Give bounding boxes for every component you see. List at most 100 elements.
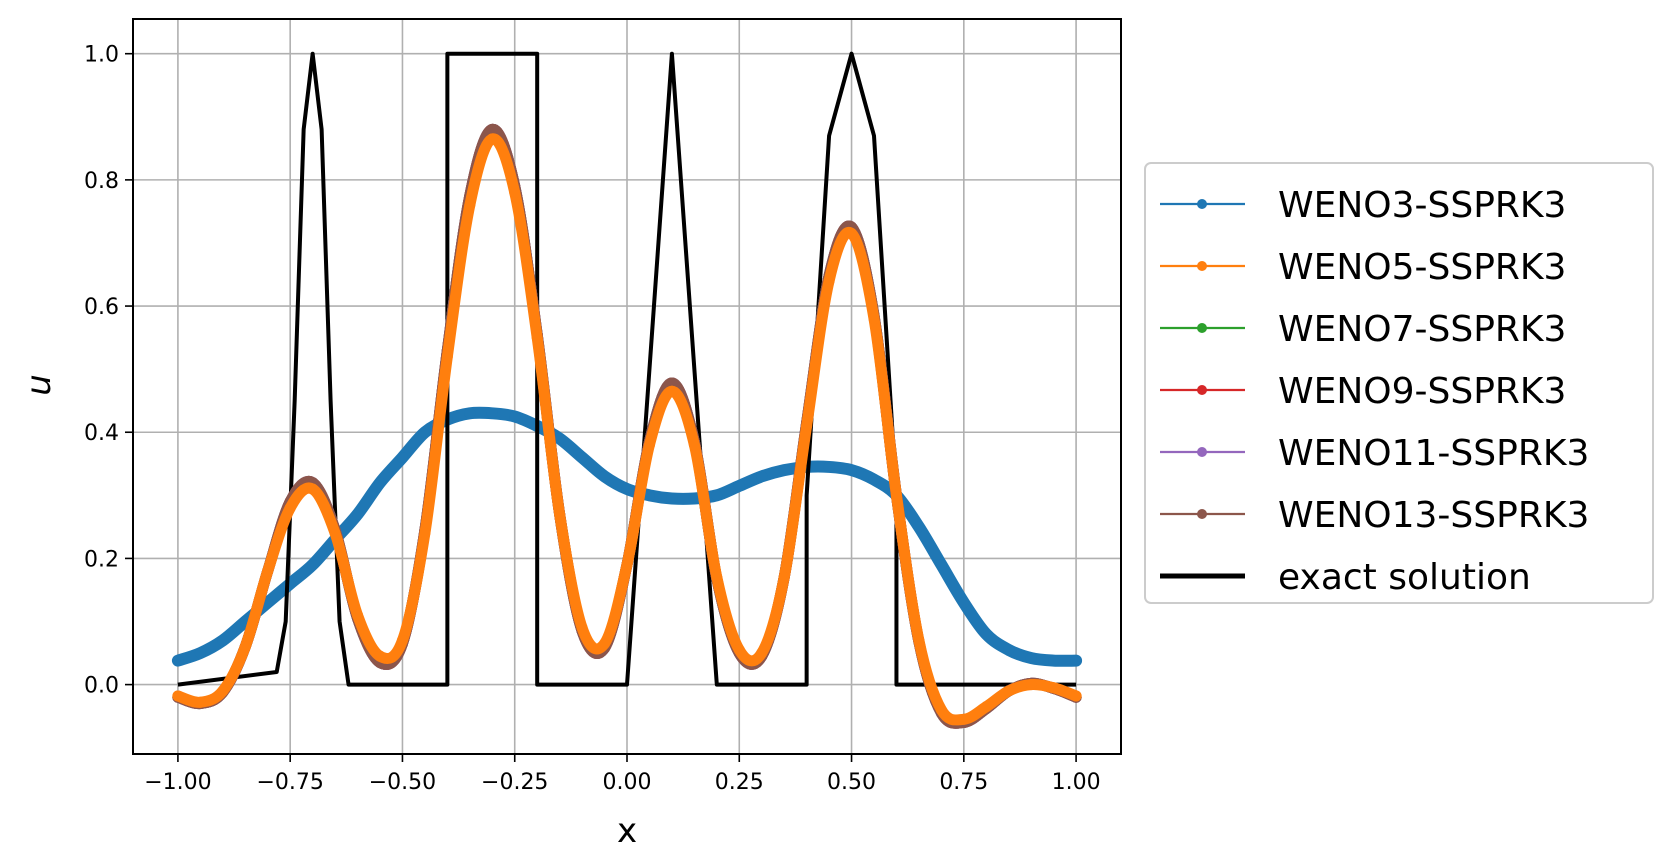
axis-ticks: −1.00 −0.75 −0.50 −0.25 0.00 0.25 0.50 0.75 1.0 0… [84, 43, 1101, 795]
data-point-weno5-ssprk3 [441, 351, 453, 363]
data-point-weno3-ssprk3 [1070, 655, 1082, 667]
data-point-weno3-ssprk3 [711, 489, 723, 501]
legend-label: WENO13-SSPRK3 [1278, 495, 1589, 536]
data-point-weno5-ssprk3 [172, 690, 184, 702]
data-point-weno3-ssprk3 [576, 451, 588, 463]
data-point-weno3-ssprk3 [1048, 655, 1060, 667]
data-point-weno3-ssprk3 [688, 492, 700, 504]
grid [133, 19, 1121, 754]
data-point-weno5-ssprk3 [711, 571, 723, 583]
y-axis-label: u [19, 374, 59, 396]
data-point-weno13-ssprk3 [666, 377, 678, 389]
y-tick-label: 0.6 [84, 295, 119, 320]
data-point-weno5-ssprk3 [419, 527, 431, 539]
x-tick-label: −0.50 [369, 770, 436, 795]
data-point-weno5-ssprk3 [1003, 685, 1015, 697]
data-point-weno3-ssprk3 [823, 461, 835, 473]
data-point-weno5-ssprk3 [464, 199, 476, 211]
data-point-weno5-ssprk3 [846, 228, 858, 240]
y-tick-label: 0.0 [84, 674, 119, 699]
data-point-weno5-ssprk3 [621, 559, 633, 571]
legend-marker [1197, 509, 1207, 519]
data-point-weno5-ssprk3 [890, 489, 902, 501]
legend-marker [1197, 447, 1207, 457]
data-point-weno5-ssprk3 [396, 634, 408, 646]
data-point-weno5-ssprk3 [1070, 690, 1082, 702]
data-point-weno5-ssprk3 [374, 650, 386, 662]
data-point-weno5-ssprk3 [554, 508, 566, 520]
data-point-weno3-ssprk3 [666, 492, 678, 504]
data-point-weno3-ssprk3 [509, 410, 521, 422]
data-point-weno3-ssprk3 [554, 433, 566, 445]
data-point-weno3-ssprk3 [1025, 652, 1037, 664]
legend-label: WENO7-SSPRK3 [1278, 309, 1566, 350]
data-point-weno5-ssprk3 [352, 609, 364, 621]
data-point-weno3-ssprk3 [307, 559, 319, 571]
data-point-weno5-ssprk3 [262, 565, 274, 577]
series-line-exact-solution [177, 51, 1077, 687]
data-point-weno3-ssprk3 [756, 470, 768, 482]
x-tick-label: 0.50 [827, 770, 876, 795]
data-point-weno5-ssprk3 [284, 502, 296, 514]
y-tick-label: 1.0 [84, 43, 119, 68]
data-point-weno3-ssprk3 [217, 634, 229, 646]
plot-series [171, 51, 1083, 729]
data-point-weno5-ssprk3 [1025, 679, 1037, 691]
data-point-weno5-ssprk3 [733, 644, 745, 656]
data-point-weno3-ssprk3 [958, 597, 970, 609]
legend-label: WENO3-SSPRK3 [1278, 185, 1566, 226]
data-point-weno3-ssprk3 [935, 559, 947, 571]
legend-label: WENO11-SSPRK3 [1278, 433, 1589, 474]
data-point-weno5-ssprk3 [239, 641, 251, 653]
x-tick-label: 0.75 [939, 770, 988, 795]
legend-marker [1197, 261, 1207, 271]
data-point-weno5-ssprk3 [958, 713, 970, 725]
data-point-weno3-ssprk3 [643, 489, 655, 501]
data-point-weno3-ssprk3 [913, 521, 925, 533]
data-point-weno5-ssprk3 [509, 186, 521, 198]
data-point-weno3-ssprk3 [352, 508, 364, 520]
data-point-weno5-ssprk3 [666, 385, 678, 397]
data-point-weno5-ssprk3 [1048, 682, 1060, 694]
data-point-weno3-ssprk3 [868, 474, 880, 486]
data-point-weno3-ssprk3 [621, 483, 633, 495]
data-point-weno5-ssprk3 [688, 439, 700, 451]
data-point-weno5-ssprk3 [643, 439, 655, 451]
data-point-weno3-ssprk3 [374, 477, 386, 489]
data-point-weno5-ssprk3 [329, 527, 341, 539]
data-point-weno3-ssprk3 [194, 647, 206, 659]
legend-marker [1197, 323, 1207, 333]
x-tick-label: 0.25 [715, 770, 764, 795]
data-point-weno3-ssprk3 [1003, 644, 1015, 656]
data-point-weno5-ssprk3 [756, 647, 768, 659]
data-point-weno3-ssprk3 [396, 451, 408, 463]
data-point-weno3-ssprk3 [599, 470, 611, 482]
data-point-weno3-ssprk3 [419, 426, 431, 438]
x-tick-label: −0.25 [481, 770, 548, 795]
data-point-weno5-ssprk3 [801, 420, 813, 432]
x-axis-label: x [617, 811, 637, 851]
legend-label: exact solution [1278, 557, 1531, 598]
legend-marker [1197, 199, 1207, 209]
data-point-weno5-ssprk3 [576, 622, 588, 634]
x-tick-label: −1.00 [144, 770, 211, 795]
x-tick-label: 0.00 [603, 770, 652, 795]
data-point-weno5-ssprk3 [778, 571, 790, 583]
data-point-weno5-ssprk3 [217, 685, 229, 697]
data-point-weno3-ssprk3 [464, 407, 476, 419]
data-point-weno5-ssprk3 [486, 133, 498, 145]
data-point-weno5-ssprk3 [599, 638, 611, 650]
data-point-weno5-ssprk3 [980, 701, 992, 713]
data-point-weno3-ssprk3 [778, 464, 790, 476]
y-tick-label: 0.8 [84, 169, 119, 194]
legend-label: WENO5-SSPRK3 [1278, 247, 1566, 288]
data-point-weno3-ssprk3 [733, 480, 745, 492]
legend-label: WENO9-SSPRK3 [1278, 371, 1566, 412]
data-point-weno5-ssprk3 [307, 483, 319, 495]
x-tick-label: −0.75 [256, 770, 323, 795]
data-point-weno3-ssprk3 [172, 655, 184, 667]
data-point-weno5-ssprk3 [823, 275, 835, 287]
data-point-weno3-ssprk3 [980, 628, 992, 640]
legend-marker [1197, 385, 1207, 395]
